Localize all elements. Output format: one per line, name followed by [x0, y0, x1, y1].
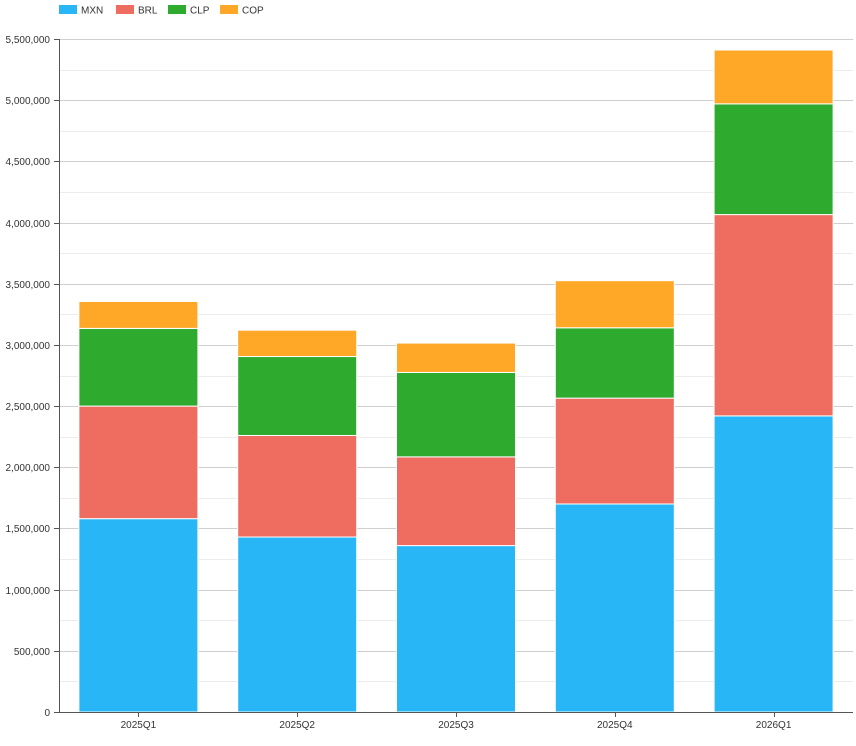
legend-swatch-mxn[interactable]: [59, 5, 77, 14]
bars: [78, 49, 834, 713]
bar-mxn-2025q1[interactable]: [78, 518, 199, 713]
y-tick-label: 3,500,000: [6, 280, 51, 291]
y-tick-label: 1,500,000: [6, 524, 51, 535]
y-tick-label: 4,000,000: [6, 219, 51, 230]
bar-clp-2025q1[interactable]: [78, 327, 199, 407]
x-axis: 2025Q1 2025Q2 2025Q3 2025Q4 2026Q1: [59, 712, 853, 731]
legend-swatch-clp[interactable]: [168, 5, 186, 14]
bar-mxn-2025q3[interactable]: [396, 545, 516, 713]
bar-clp-2026q1[interactable]: [713, 103, 834, 216]
bar-mxn-2025q4[interactable]: [554, 503, 675, 713]
legend-label-mxn[interactable]: MXN: [81, 6, 103, 17]
y-tick-label: 500,000: [14, 647, 51, 658]
bar-brl-2025q1[interactable]: [78, 405, 199, 520]
y-tick-label: 5,500,000: [6, 35, 51, 46]
bar-cop-2026q1[interactable]: [713, 49, 834, 105]
legend-label-brl[interactable]: BRL: [138, 6, 158, 17]
x-tick-label: 2025Q1: [121, 720, 157, 731]
legend-label-clp[interactable]: CLP: [190, 6, 210, 17]
legend-label-cop[interactable]: COP: [242, 6, 264, 17]
y-tick-label: 4,500,000: [6, 157, 51, 168]
y-axis: 0 500,000 1,000,000 1,500,000 2,000,000 2,500…: [6, 35, 60, 719]
x-tick-label: 2026Q1: [756, 720, 792, 731]
bar-mxn-2025q2[interactable]: [237, 536, 358, 713]
y-tick-label: 0: [44, 708, 50, 719]
bar-clp-2025q3[interactable]: [396, 371, 516, 458]
y-tick-label: 2,500,000: [6, 402, 51, 413]
x-tick-label: 2025Q3: [438, 720, 474, 731]
x-tick-label: 2025Q4: [597, 720, 633, 731]
bar-cop-2025q1[interactable]: [78, 300, 199, 329]
bar-cop-2025q2[interactable]: [237, 329, 358, 358]
legend: MXN BRL CLP COP: [59, 5, 264, 17]
legend-swatch-brl[interactable]: [116, 5, 134, 14]
bar-mxn-2026q1[interactable]: [713, 415, 834, 713]
x-tick-label: 2025Q2: [279, 720, 315, 731]
bar-clp-2025q2[interactable]: [237, 356, 358, 436]
bar-brl-2025q3[interactable]: [396, 456, 516, 547]
bar-brl-2025q2[interactable]: [237, 434, 358, 538]
bar-clp-2025q4[interactable]: [554, 327, 675, 399]
bar-cop-2025q3[interactable]: [396, 342, 516, 373]
bar-cop-2025q4[interactable]: [554, 280, 675, 329]
y-tick-label: 1,000,000: [6, 586, 51, 597]
y-tick-label: 5,000,000: [6, 96, 51, 107]
legend-swatch-cop[interactable]: [220, 5, 238, 14]
bar-brl-2025q4[interactable]: [554, 397, 675, 505]
bar-brl-2026q1[interactable]: [713, 214, 834, 417]
y-tick-label: 3,000,000: [6, 341, 51, 352]
y-tick-label: 2,000,000: [6, 463, 51, 474]
